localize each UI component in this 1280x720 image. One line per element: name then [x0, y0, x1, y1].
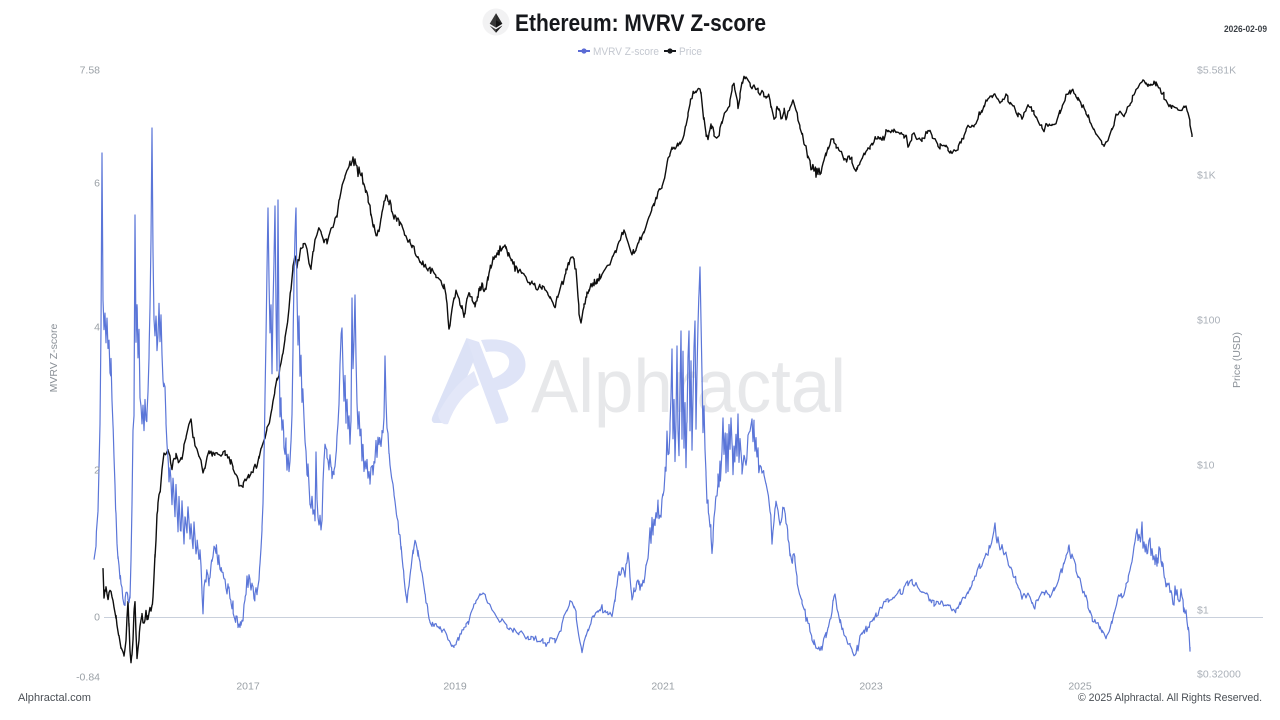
svg-text:MVRV Z-score: MVRV Z-score	[593, 46, 659, 58]
svg-text:Ethereum: MVRV Z-score: Ethereum: MVRV Z-score	[515, 10, 766, 37]
svg-text:Price (USD): Price (USD)	[1231, 332, 1243, 388]
svg-text:-0.84: -0.84	[76, 672, 100, 684]
svg-text:Price: Price	[679, 46, 702, 58]
svg-text:4: 4	[94, 322, 100, 334]
svg-text:2019: 2019	[443, 681, 467, 693]
svg-text:2017: 2017	[236, 681, 260, 693]
svg-text:$1K: $1K	[1197, 170, 1216, 182]
svg-text:$5.581K: $5.581K	[1197, 65, 1236, 77]
svg-text:2025: 2025	[1068, 681, 1092, 693]
svg-text:2: 2	[94, 465, 100, 477]
svg-text:2021: 2021	[651, 681, 675, 693]
svg-text:6: 6	[94, 178, 100, 190]
svg-text:$100: $100	[1197, 315, 1221, 327]
svg-text:2023: 2023	[859, 681, 883, 693]
svg-text:7.58: 7.58	[80, 65, 101, 77]
svg-text:© 2025 Alphractal. All Rights: © 2025 Alphractal. All Rights Reserved.	[1078, 692, 1262, 704]
svg-text:$10: $10	[1197, 460, 1215, 472]
svg-text:$1: $1	[1197, 605, 1209, 617]
svg-text:$0.32000: $0.32000	[1197, 669, 1241, 681]
svg-text:MVRV Z-score: MVRV Z-score	[48, 324, 60, 393]
svg-text:0: 0	[94, 612, 100, 624]
svg-text:Alphractal.com: Alphractal.com	[18, 692, 91, 704]
svg-text:2026-02-09: 2026-02-09	[1224, 24, 1267, 35]
